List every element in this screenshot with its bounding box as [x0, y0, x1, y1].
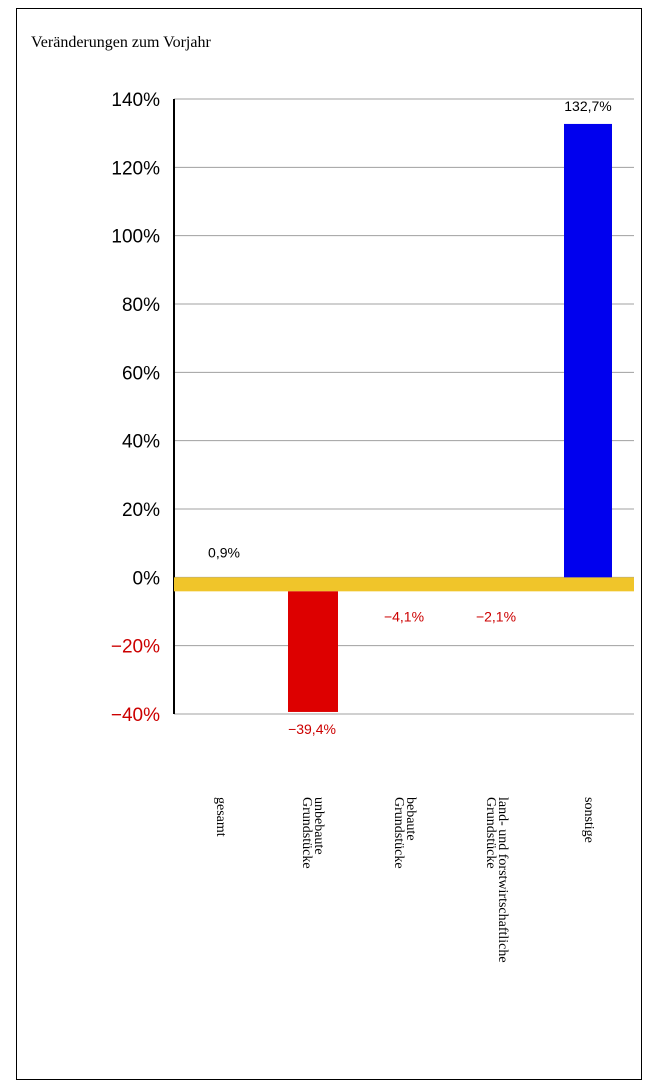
data-label: 132,7%	[564, 98, 611, 114]
category-label-line: sonstige	[581, 797, 596, 843]
category-label-line: unbebaute	[311, 797, 326, 855]
bar	[288, 591, 338, 712]
category-label-line: bebaute	[403, 797, 418, 841]
category-label-line: Grundstücke	[391, 797, 406, 869]
y-tick-label: 40%	[122, 432, 160, 453]
data-label: 0,9%	[208, 544, 240, 560]
y-tick-label: 20%	[122, 500, 160, 521]
y-tick-label: −40%	[111, 705, 160, 726]
zero-baseline-band	[174, 577, 634, 592]
data-label: −2,1%	[476, 608, 516, 624]
y-tick-label: 100%	[111, 227, 160, 248]
category-label: gesamt	[213, 797, 228, 837]
chart-frame	[16, 8, 642, 1080]
category-label-line: Grundstücke	[299, 797, 314, 869]
y-tick-label: 60%	[122, 363, 160, 384]
y-tick-label: 80%	[122, 295, 160, 316]
category-label-line: land- und forstwirtschaftliche	[495, 797, 510, 963]
category-label-line: gesamt	[213, 797, 228, 837]
category-label-line: Grundstücke	[483, 797, 498, 869]
chart-title: Veränderungen zum Vorjahr	[31, 34, 211, 51]
bar	[564, 123, 612, 578]
category-label: land- und forstwirtschaftlicheGrundstück…	[483, 797, 510, 963]
y-tick-label: −20%	[111, 637, 160, 658]
data-label: −4,1%	[384, 608, 424, 624]
y-tick-label: 120%	[111, 158, 160, 179]
y-tick-label: 140%	[111, 90, 160, 111]
data-label: −39,4%	[288, 721, 336, 737]
y-tick-label: 0%	[133, 568, 161, 589]
category-label: sonstige	[581, 797, 596, 843]
